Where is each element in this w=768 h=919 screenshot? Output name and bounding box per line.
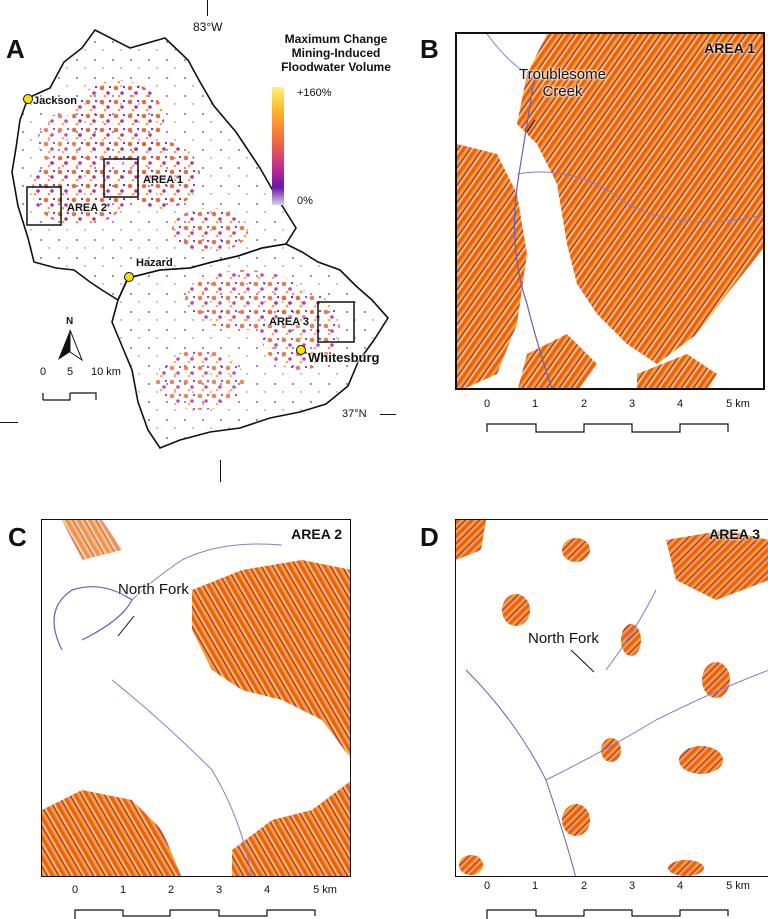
scale-b-0: 0	[483, 398, 491, 410]
scale-d-5: 5 km	[726, 880, 750, 892]
jackson-label: Jackson	[33, 95, 78, 107]
scale-c-1: 1	[119, 884, 127, 896]
scale-c-3: 3	[215, 884, 223, 896]
scale-b-2: 2	[580, 398, 588, 410]
area1-label: AREA 1	[143, 174, 183, 186]
scale-d-0: 0	[483, 880, 491, 892]
lat-label: 37°N	[342, 408, 367, 420]
area2-label: AREA 2	[67, 202, 107, 214]
legend-title-line-2: Mining-Induced	[291, 46, 381, 60]
scale-a-label-0: 0	[39, 366, 47, 378]
area1-title: AREA 1	[704, 40, 755, 56]
jackson-marker	[23, 94, 33, 104]
hazard-label: Hazard	[136, 257, 173, 269]
river-label-line-1: Troublesome	[519, 66, 606, 83]
area1-map: AREA 1 Troublesome Creek	[455, 32, 765, 390]
scale-b-4: 4	[676, 398, 684, 410]
legend-title: Maximum Change Mining-Induced Floodwater…	[266, 32, 406, 74]
scale-d-4: 4	[676, 880, 684, 892]
scale-c-2: 2	[167, 884, 175, 896]
area1-box	[103, 158, 139, 198]
lon-label: 83°W	[193, 20, 223, 34]
area3-title: AREA 3	[709, 526, 760, 542]
lat-tick-left	[0, 422, 18, 423]
panel-letter-d: D	[420, 522, 439, 552]
scale-d-3: 3	[628, 880, 636, 892]
legend-title-line-3: Floodwater Volume	[281, 60, 391, 74]
area2-map: AREA 2 North Fork	[41, 519, 351, 877]
north-fork-label-d: North Fork	[528, 630, 599, 647]
hazard-marker	[124, 272, 134, 282]
scale-b-5: 5 km	[726, 398, 750, 410]
north-label: N	[66, 316, 74, 327]
whitesburg-marker	[296, 345, 306, 355]
troublesome-creek-label: Troublesome Creek	[519, 66, 606, 100]
panel-letter-a: A	[6, 34, 25, 64]
whitesburg-label: Whitesburg	[308, 350, 380, 365]
panel-letter-b: B	[420, 34, 439, 64]
scale-d-2: 2	[580, 880, 588, 892]
scale-b-1: 1	[531, 398, 539, 410]
area2-title: AREA 2	[291, 526, 342, 542]
scale-c-5: 5 km	[313, 884, 337, 896]
area3-map: AREA 3 North Fork	[455, 519, 768, 877]
legend-color-ramp	[272, 87, 284, 205]
scale-c-4: 4	[263, 884, 271, 896]
river-label-line-2: Creek	[542, 83, 583, 100]
scale-b-3: 3	[628, 398, 636, 410]
legend-max: +160%	[297, 87, 332, 99]
scale-a-label-2: 10 km	[91, 366, 121, 378]
legend-title-line-1: Maximum Change	[284, 32, 388, 46]
area2-box	[26, 186, 62, 226]
legend-min: 0%	[297, 195, 313, 207]
lon-tick-top	[207, 0, 208, 16]
north-fork-label-c: North Fork	[118, 581, 189, 598]
area3-box	[317, 301, 355, 343]
scale-d-1: 1	[531, 880, 539, 892]
area3-label: AREA 3	[269, 316, 309, 328]
scale-a-label-1: 5	[66, 366, 74, 378]
lon-tick-bottom	[220, 460, 221, 482]
panel-letter-c: C	[8, 522, 27, 552]
lat-tick-right	[380, 414, 396, 415]
scale-c-0: 0	[71, 884, 79, 896]
